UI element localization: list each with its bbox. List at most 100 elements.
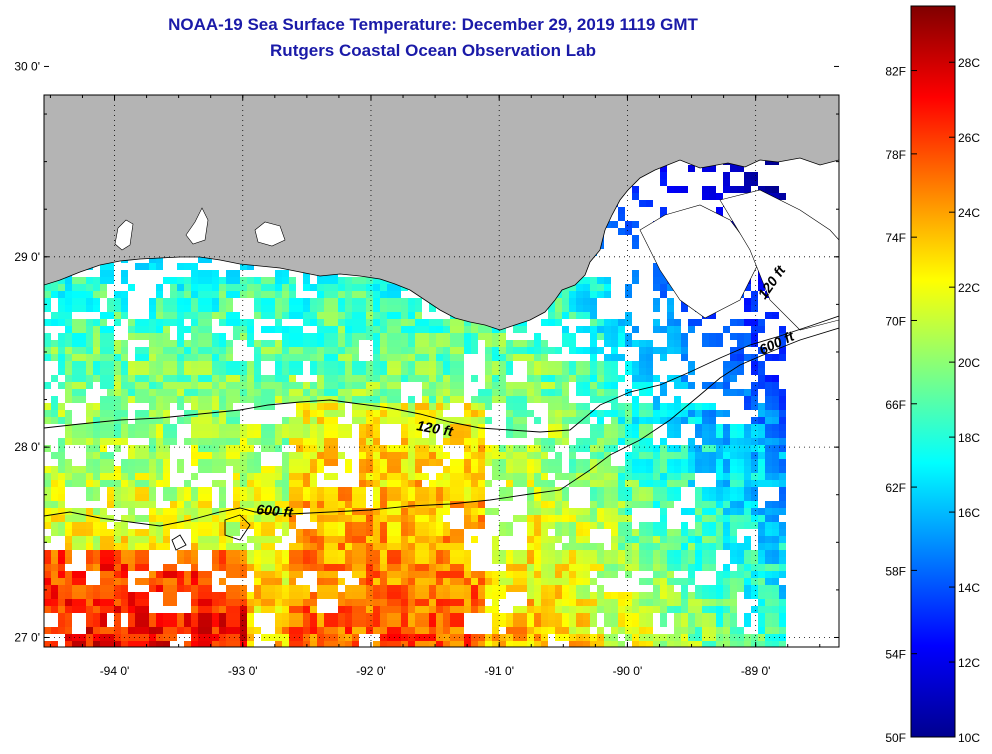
sst-pixel [660,550,667,557]
sst-pixel [583,417,590,424]
sst-pixel [240,382,247,389]
sst-pixel [198,508,205,515]
sst-pixel [576,599,583,606]
sst-pixel [541,620,548,627]
sst-pixel [191,403,198,410]
sst-pixel [464,333,471,340]
sst-pixel [667,347,674,354]
sst-pixel [107,333,114,340]
sst-pixel [296,361,303,368]
sst-pixel [408,361,415,368]
sst-pixel [191,319,198,326]
sst-pixel [597,396,604,403]
sst-pixel [58,319,65,326]
sst-pixel [380,529,387,536]
sst-pixel [604,487,611,494]
sst-pixel [233,494,240,501]
sst-pixel [674,529,681,536]
sst-pixel [212,368,219,375]
sst-pixel [387,361,394,368]
sst-pixel [569,347,576,354]
sst-pixel [100,424,107,431]
sst-pixel [387,459,394,466]
sst-pixel [72,543,79,550]
sst-pixel [72,592,79,599]
sst-pixel [79,389,86,396]
sst-pixel [310,620,317,627]
sst-pixel [520,459,527,466]
sst-pixel [401,312,408,319]
sst-pixel [128,396,135,403]
sst-pixel [401,473,408,480]
sst-pixel [128,375,135,382]
sst-pixel [324,571,331,578]
sst-pixel [317,550,324,557]
sst-pixel [562,557,569,564]
sst-pixel [639,445,646,452]
sst-pixel [184,494,191,501]
sst-pixel [555,501,562,508]
sst-pixel [709,487,716,494]
sst-pixel [604,571,611,578]
sst-pixel [219,592,226,599]
sst-pixel [79,298,86,305]
sst-pixel [450,417,457,424]
sst-pixel [394,466,401,473]
sst-pixel [646,592,653,599]
sst-pixel [401,487,408,494]
sst-pixel [513,627,520,634]
sst-pixel [674,578,681,585]
sst-pixel [534,354,541,361]
sst-pixel [625,452,632,459]
sst-pixel [660,403,667,410]
sst-pixel [275,571,282,578]
sst-pixel [345,354,352,361]
sst-pixel [296,382,303,389]
sst-pixel [149,333,156,340]
sst-pixel [779,599,786,606]
sst-pixel [219,487,226,494]
sst-pixel [611,382,618,389]
sst-pixel [506,403,513,410]
sst-pixel [373,361,380,368]
sst-pixel [660,501,667,508]
sst-pixel [436,403,443,410]
sst-pixel [366,620,373,627]
sst-pixel [205,403,212,410]
sst-pixel [520,410,527,417]
sst-pixel [359,277,366,284]
sst-pixel [569,557,576,564]
sst-pixel [233,424,240,431]
sst-pixel [639,361,646,368]
sst-pixel [93,564,100,571]
sst-pixel [632,242,639,249]
sst-pixel [219,438,226,445]
sst-pixel [436,571,443,578]
sst-pixel [429,326,436,333]
sst-pixel [107,487,114,494]
sst-pixel [611,508,618,515]
sst-pixel [688,578,695,585]
sst-pixel [702,606,709,613]
sst-pixel [317,347,324,354]
sst-pixel [324,501,331,508]
sst-pixel [618,522,625,529]
sst-pixel [268,340,275,347]
sst-pixel [226,620,233,627]
sst-pixel [457,326,464,333]
sst-pixel [555,529,562,536]
sst-pixel [394,368,401,375]
sst-pixel [527,578,534,585]
sst-pixel [387,347,394,354]
sst-pixel [429,333,436,340]
sst-pixel [317,522,324,529]
sst-pixel [723,368,730,375]
sst-pixel [527,347,534,354]
sst-pixel [723,186,730,193]
sst-pixel [408,312,415,319]
sst-pixel [156,305,163,312]
sst-pixel [772,501,779,508]
sst-pixel [667,487,674,494]
sst-pixel [681,557,688,564]
sst-pixel [583,522,590,529]
